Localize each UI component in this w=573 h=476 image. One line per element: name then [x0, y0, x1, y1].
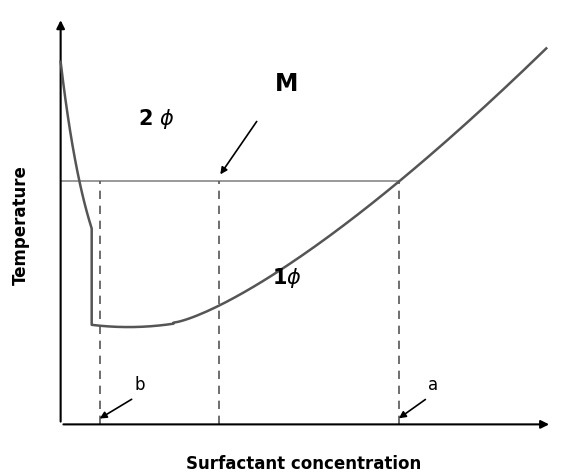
Text: Temperature: Temperature: [12, 165, 30, 285]
Text: a: a: [428, 376, 438, 394]
Text: 2 $\phi$: 2 $\phi$: [138, 107, 175, 131]
Text: b: b: [135, 376, 145, 394]
Text: 1$\phi$: 1$\phi$: [272, 267, 301, 290]
Text: M: M: [275, 72, 298, 96]
Text: Surfactant concentration: Surfactant concentration: [186, 456, 421, 473]
